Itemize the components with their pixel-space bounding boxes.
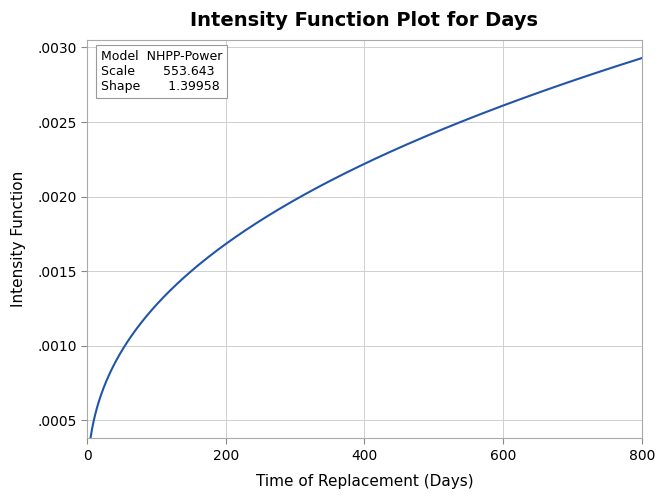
Title: Intensity Function Plot for Days: Intensity Function Plot for Days	[190, 11, 538, 30]
X-axis label: Time of Replacement (Days): Time of Replacement (Days)	[256, 474, 474, 489]
Text: Model  NHPP-Power
Scale       553.643
Shape       1.39958: Model NHPP-Power Scale 553.643 Shape 1.3…	[101, 50, 222, 93]
Y-axis label: Intensity Function: Intensity Function	[11, 171, 26, 308]
